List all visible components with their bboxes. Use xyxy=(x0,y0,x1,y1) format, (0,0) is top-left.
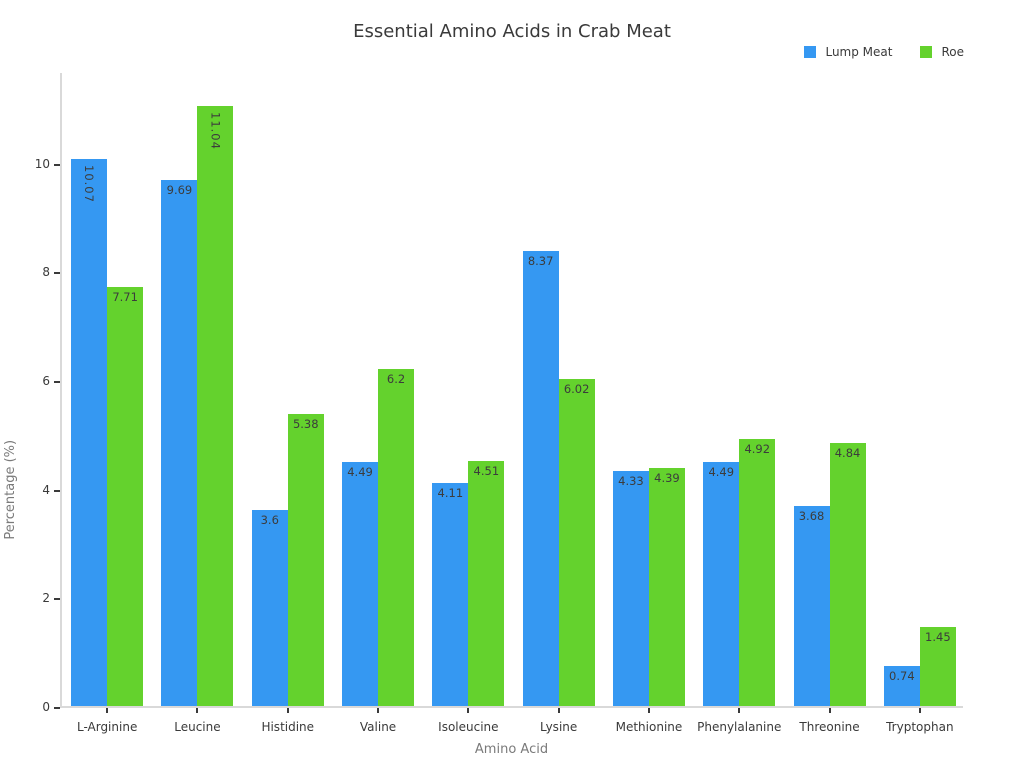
y-tick-mark xyxy=(54,381,60,384)
legend-label-roe: Roe xyxy=(941,45,964,59)
bar-value-label: 1.45 xyxy=(925,630,951,645)
bar-value-label: 4.49 xyxy=(347,465,373,480)
bar-roe-tryptophan: 1.45 xyxy=(919,627,956,706)
bar-lump-meat-phenylalanine: 4.49 xyxy=(703,462,740,706)
bar-value-label: 4.33 xyxy=(618,473,644,488)
y-tick-label: 2 xyxy=(42,591,50,606)
x-tick-mark xyxy=(196,708,199,713)
legend: Lump Meat Roe xyxy=(804,45,964,59)
bar-value-label: 4.39 xyxy=(654,470,680,485)
bar-roe-lysine: 6.02 xyxy=(558,379,595,706)
bar-value-label: 4.51 xyxy=(473,464,500,479)
x-tick-label-tryptophan: Tryptophan xyxy=(886,720,954,734)
x-tick-label-valine: Valine xyxy=(359,720,397,734)
bar-value-label: 0.74 xyxy=(889,668,915,683)
bar-value-label: 6.02 xyxy=(563,382,590,396)
x-tick-label-l-arginine: L-Arginine xyxy=(76,720,138,734)
legend-swatch-lump-meat-icon xyxy=(804,46,817,58)
x-tick-label-lysine: Lysine xyxy=(540,720,578,734)
bar-roe-histidine: 5.38 xyxy=(287,413,324,706)
bar-lump-meat-l-arginine: 10.07 xyxy=(71,159,108,706)
x-tick-label-leucine: Leucine xyxy=(174,720,221,734)
y-tick-label: 8 xyxy=(42,265,50,280)
bar-value-label: 4.11 xyxy=(437,485,464,500)
x-tick-mark xyxy=(377,708,380,713)
bar-roe-isoleucine: 4.51 xyxy=(468,461,505,706)
bar-value-label: 4.92 xyxy=(744,441,771,456)
y-tick-mark xyxy=(54,272,60,275)
plot-area: 0 2 4 6 8 10 10.07 9.69 3.6 4.49 4.11 8.37 4.33 4.49 3… xyxy=(35,73,963,734)
bar-value-label: 11.04 xyxy=(208,112,223,151)
x-tick-label-threonine: Threonine xyxy=(799,720,860,734)
bar-value-label: 5.38 xyxy=(292,416,319,431)
bar-lump-meat-lysine: 8.37 xyxy=(522,251,559,706)
bar-lump-meat-tryptophan: 0.74 xyxy=(883,665,920,706)
bar-lump-meat-valine: 4.49 xyxy=(342,462,379,706)
bar-value-label: 4.84 xyxy=(834,446,861,461)
x-axis-title: Amino Acid xyxy=(474,742,549,757)
x-tick-mark xyxy=(106,708,109,713)
bar-roe-valine: 6.2 xyxy=(378,369,415,706)
bar-lump-meat-isoleucine: 4.11 xyxy=(432,482,469,706)
bar-lump-meat-leucine: 9.69 xyxy=(161,179,198,706)
y-tick-label: 4 xyxy=(42,482,50,497)
x-tick-mark xyxy=(286,708,289,713)
y-tick-label: 6 xyxy=(42,374,50,389)
x-tick-mark xyxy=(647,708,650,713)
bar-value-label: 7.71 xyxy=(112,290,138,305)
bar-roe-phenylalanine: 4.92 xyxy=(739,438,776,706)
x-tick-mark xyxy=(467,708,470,713)
bar-lump-meat-threonine: 3.68 xyxy=(793,506,830,706)
x-tick-mark xyxy=(738,708,741,713)
legend-item-lump-meat: Lump Meat xyxy=(804,45,892,59)
bar-roe-threonine: 4.84 xyxy=(829,443,866,706)
bar-value-label: 4.49 xyxy=(708,465,735,480)
bar-lump-meat-methionine: 4.33 xyxy=(612,470,649,706)
bar-value-label: 3.6 xyxy=(260,513,279,528)
y-tick-mark xyxy=(54,598,60,601)
y-tick-mark xyxy=(54,707,60,709)
x-tick-label-histidine: Histidine xyxy=(261,720,315,734)
chart-title: Essential Amino Acids in Crab Meat xyxy=(353,21,671,42)
bar-value-label: 8.37 xyxy=(527,254,554,269)
legend-label-lump-meat: Lump Meat xyxy=(825,45,893,59)
bar-value-label: 6.2 xyxy=(386,372,406,387)
y-tick-label: 10 xyxy=(34,156,50,171)
x-tick-label-phenylalanine: Phenylalanine xyxy=(697,720,782,734)
bar-roe-methionine: 4.39 xyxy=(648,467,685,706)
legend-swatch-roe-icon xyxy=(920,46,933,58)
legend-item-roe: Roe xyxy=(920,45,964,59)
x-tick-mark xyxy=(828,708,831,713)
y-tick-label: 0 xyxy=(42,700,50,714)
bar-value-label: 3.68 xyxy=(798,509,825,524)
x-tick-label-isoleucine: Isoleucine xyxy=(438,720,499,734)
x-tick-mark xyxy=(918,708,921,713)
x-tick-mark xyxy=(557,708,560,713)
x-tick-label-methionine: Methionine xyxy=(615,720,683,734)
y-tick-mark xyxy=(54,163,60,166)
bar-value-label: 10.07 xyxy=(82,165,97,203)
bar-roe-l-arginine: 7.71 xyxy=(107,287,144,706)
bar-value-label: 9.69 xyxy=(166,182,193,197)
bar-lump-meat-histidine: 3.6 xyxy=(251,510,288,706)
bar-roe-leucine: 11.04 xyxy=(197,106,234,706)
y-tick-mark xyxy=(54,489,60,492)
